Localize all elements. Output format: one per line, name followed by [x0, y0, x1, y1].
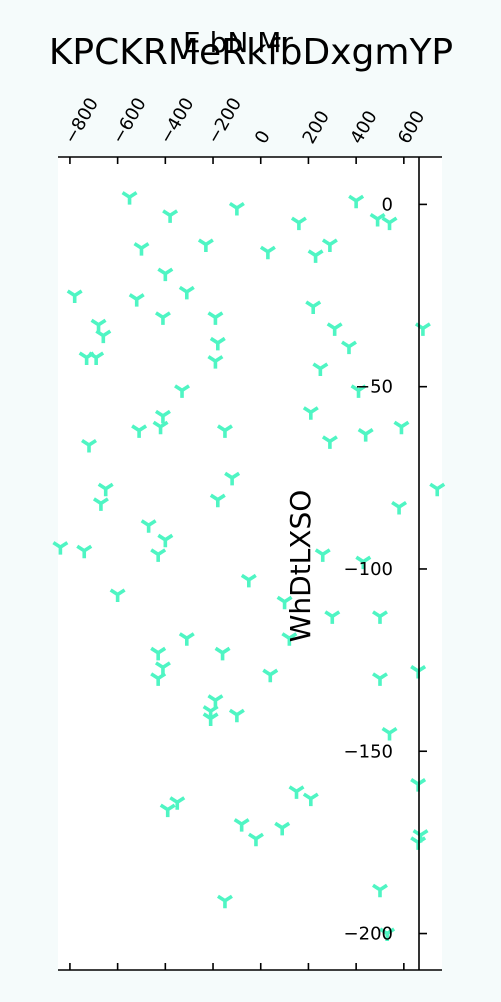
data-point [197, 238, 214, 252]
x-tick-label: 600 [394, 107, 429, 147]
data-point [109, 588, 126, 602]
data-point [302, 792, 319, 807]
data-point [152, 420, 169, 435]
data-point [274, 821, 291, 836]
data-point [302, 406, 319, 420]
data-point [321, 435, 338, 449]
data-point [312, 362, 329, 376]
data-point [341, 340, 357, 355]
x-tick-label: 200 [299, 107, 334, 147]
data-point [154, 311, 171, 325]
y-tick-label: −200 [344, 924, 393, 945]
data-point [88, 351, 105, 366]
data-point [305, 300, 322, 314]
data-point [429, 482, 446, 497]
data-point [159, 803, 176, 818]
data-point [154, 409, 171, 424]
data-point [162, 209, 179, 223]
data-point [247, 832, 264, 847]
data-point [92, 497, 109, 511]
points-layer [52, 191, 446, 942]
data-point [178, 285, 195, 300]
y-axis-title: WhDtLXSO [284, 490, 317, 643]
data-point [209, 336, 226, 351]
data-point [228, 708, 245, 723]
data-point [369, 212, 386, 227]
data-point [224, 471, 241, 486]
data-point [326, 322, 343, 336]
data-point [372, 610, 388, 624]
data-point [52, 541, 69, 555]
x-tick-label: 400 [346, 107, 381, 147]
data-point [207, 311, 224, 325]
data-point [321, 238, 338, 252]
data-point [357, 428, 374, 442]
data-point [348, 194, 365, 209]
data-point [372, 883, 388, 898]
data-point [140, 519, 157, 533]
x-axis-title: E bN Mr [183, 26, 293, 59]
data-point [157, 533, 174, 548]
data-point [178, 632, 195, 646]
data-point [216, 894, 233, 909]
data-point [157, 267, 174, 282]
data-point [391, 500, 408, 515]
data-point [131, 424, 148, 438]
data-point [76, 544, 93, 559]
data-point [288, 785, 305, 799]
data-point [150, 548, 167, 562]
data-point [150, 646, 167, 661]
data-point [262, 668, 279, 683]
data-point [81, 438, 97, 453]
data-point [95, 329, 112, 344]
data-point [276, 595, 293, 610]
data-point [216, 424, 233, 438]
data-point [372, 672, 388, 686]
data-point [202, 712, 219, 726]
y-tick-label: 0 [382, 194, 393, 215]
data-point [355, 555, 372, 570]
x-tick-label: −600 [108, 94, 151, 147]
data-point [209, 493, 226, 508]
y-tick-label: −100 [344, 559, 393, 580]
data-point [381, 727, 398, 741]
data-point [259, 245, 276, 260]
y-ticks-layer: 0 −50 −100 −150 −200 [344, 194, 427, 945]
data-point [97, 482, 114, 497]
x-tick-label: −400 [155, 94, 198, 147]
data-point [207, 355, 224, 369]
y-tick-label: −150 [344, 741, 393, 762]
data-point [281, 632, 298, 646]
data-point [128, 293, 145, 307]
chart-title: KPCKRMeRkfbDxgmYP [49, 32, 453, 73]
data-point [307, 249, 324, 263]
data-point [290, 216, 307, 231]
data-point [240, 573, 257, 588]
data-point [233, 818, 250, 832]
data-point [393, 420, 410, 435]
x-tick-label: −200 [203, 94, 246, 147]
y-tick-label: −50 [355, 377, 393, 398]
data-point [228, 202, 245, 216]
data-point [314, 548, 331, 562]
data-point [379, 927, 396, 942]
x-tick-label: −800 [60, 94, 103, 147]
data-point [214, 646, 231, 661]
x-tick-label: 0 [251, 127, 275, 147]
data-point [150, 672, 167, 686]
data-point [174, 384, 190, 398]
data-point [121, 191, 138, 205]
data-point [350, 384, 367, 398]
data-point [169, 796, 186, 810]
data-point [133, 242, 150, 256]
data-point [324, 610, 341, 624]
data-point [381, 216, 398, 231]
data-point [66, 289, 83, 304]
